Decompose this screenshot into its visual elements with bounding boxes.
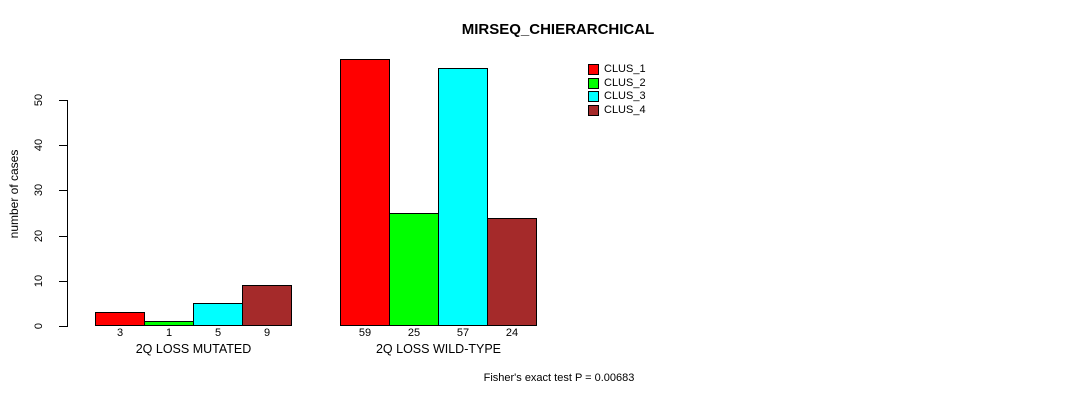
y-tick-label: 40 <box>33 138 45 152</box>
y-tick <box>59 100 67 101</box>
bar-value-label: 5 <box>214 327 222 339</box>
bar <box>487 218 537 326</box>
legend-color-swatch <box>588 64 599 75</box>
y-tick-label: 0 <box>33 322 45 330</box>
legend-label: CLUS_3 <box>604 90 646 102</box>
y-axis-label: number of cases <box>7 149 21 239</box>
bar-value-label: 1 <box>165 327 173 339</box>
y-tick-label: 30 <box>33 183 45 197</box>
bar-value-label: 3 <box>116 327 124 339</box>
legend-color-swatch <box>588 78 599 89</box>
y-tick <box>59 326 67 327</box>
bar <box>193 303 243 326</box>
y-axis-line <box>67 100 68 327</box>
y-tick-label: 10 <box>33 274 45 288</box>
bar-value-label: 25 <box>407 327 421 339</box>
bar <box>389 213 439 326</box>
bar-value-label: 9 <box>263 327 271 339</box>
bar <box>144 321 194 326</box>
legend-label: CLUS_2 <box>604 77 646 89</box>
y-tick <box>59 281 67 282</box>
x-category-label: 2Q LOSS WILD-TYPE <box>375 342 502 356</box>
bar <box>95 312 145 326</box>
bar-value-label: 57 <box>456 327 470 339</box>
bar <box>242 285 292 326</box>
legend-color-swatch <box>588 91 599 102</box>
y-tick-label: 20 <box>33 229 45 243</box>
bar <box>340 59 390 326</box>
chart-title: MIRSEQ_CHIERARCHICAL <box>461 21 655 38</box>
legend-color-swatch <box>588 105 599 116</box>
fisher-test-note: Fisher's exact test P = 0.00683 <box>483 372 635 384</box>
bar-value-label: 24 <box>505 327 519 339</box>
bar <box>438 68 488 326</box>
x-category-label: 2Q LOSS MUTATED <box>135 342 252 356</box>
y-tick <box>59 145 67 146</box>
bar-value-label: 59 <box>358 327 372 339</box>
y-tick <box>59 236 67 237</box>
legend-label: CLUS_1 <box>604 63 646 75</box>
y-tick <box>59 190 67 191</box>
legend-label: CLUS_4 <box>604 104 646 116</box>
y-tick-label: 50 <box>33 93 45 107</box>
